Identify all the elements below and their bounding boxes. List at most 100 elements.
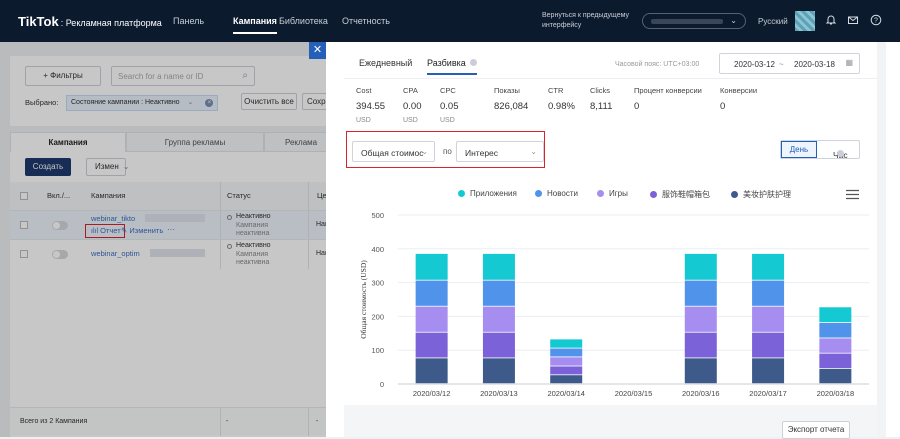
info-icon [837,150,844,157]
legend-swatch [650,191,657,198]
column-header-goal[interactable]: Цель [308,182,335,210]
back-to-previous-interface-link[interactable]: Вернуться к предыдущему интерфейсу [542,12,630,29]
x-tick-label: 2020/03/13 [480,389,518,398]
close-drawer-button[interactable]: ✕ [309,42,326,59]
export-report-button[interactable]: Экспорт отчета [782,421,850,439]
column-divider [220,211,221,240]
goal-text: Нагру [316,250,335,257]
date-separator: ~ [779,60,784,69]
bar-segment [550,375,583,384]
scrollbar[interactable] [877,42,886,437]
modal-overlay[interactable] [0,42,326,437]
search-icon: ⌕ [242,70,248,81]
metric-value: 0.05 [440,101,459,112]
bar-segment [819,368,852,384]
clear-all-button[interactable]: Очистить все [241,93,297,110]
bar-segment [550,357,583,366]
edit-link[interactable]: ✎ Изменить [121,226,163,235]
dimension-select[interactable]: Интерес ⌄ [456,141,544,162]
more-options-icon[interactable]: ··· [167,225,175,234]
report-link[interactable]: ılıl Отчет [91,226,121,235]
nav-dashboard[interactable]: Панель [173,16,205,26]
granularity-toggle[interactable]: День Час [780,140,860,160]
menu-icon[interactable] [846,189,859,200]
mail-icon[interactable] [847,14,859,26]
table-header [10,182,330,210]
status-dot [227,215,232,220]
metric-label: CPA [403,86,418,95]
y-axis-label: Общая стоимость (USD) [359,260,368,339]
help-icon[interactable]: ? [870,14,882,26]
metric-label: CTR [548,86,564,95]
close-icon: ✕ [312,44,323,56]
tab-campaign[interactable]: Кампания [10,132,126,152]
column-header-toggle[interactable]: Вкл./... [47,191,71,200]
create-button[interactable]: Создать [25,158,71,176]
save-button[interactable]: Сохра [302,93,330,110]
campaign-name-link[interactable]: webinar_optim [91,249,140,258]
table-row[interactable]: webinar_tikto ılıl Отчет ✎ Изменить ··· … [10,210,335,240]
campaign-toggle[interactable] [52,250,68,259]
metric-label: CPC [440,86,456,95]
metric-select[interactable]: Общая стоимос ⌄ [352,141,435,162]
campaign-toggle[interactable] [52,221,68,230]
bar-segment [482,332,515,358]
campaign-name-link[interactable]: webinar_tikto [91,214,136,223]
search-input[interactable]: Search for a name or ID ⌕ [111,66,255,86]
language-selector[interactable]: Русский [758,17,788,26]
x-tick-label: 2020/03/16 [682,389,720,398]
selected-filter-chip[interactable]: Состояние кампании : Неактивно ⌄ × [66,95,219,111]
metric-unit: USD [440,117,455,124]
bar-segment [550,366,583,375]
redacted-text [150,249,205,257]
bell-icon[interactable] [825,14,837,26]
close-icon[interactable]: × [205,99,214,107]
select-all-checkbox[interactable] [20,192,28,200]
table-row[interactable]: webinar_optim Неактивно Кампания неактив… [10,239,335,269]
row-checkbox[interactable] [20,221,28,229]
nav-library[interactable]: Библиотека [279,16,328,26]
footer-status-dash: - [226,418,229,425]
nav-reporting[interactable]: Отчетность [342,16,390,26]
dimension-select-value: Интерес [465,148,499,158]
bar-segment [819,307,852,323]
legend-label: 美妆护肤护理 [743,190,791,199]
column-header-status[interactable]: Статус [220,182,310,210]
column-header-campaign[interactable]: Кампания [91,191,126,200]
metric-unit: USD [356,117,371,124]
legend-item[interactable]: 服饰鞋帽箱包 [650,189,710,200]
edit-link-label: Изменить [129,226,164,235]
bar-segment [550,348,583,357]
filters-button[interactable]: + Фильтры [25,66,101,86]
by-label: по [443,147,452,156]
x-tick-label: 2020/03/17 [749,389,787,398]
timezone-label: Часовой пояс: UTC+03:00 [615,61,700,68]
row-checkbox[interactable] [20,250,28,258]
legend-item[interactable]: Приложения [458,189,517,198]
avatar[interactable] [795,11,815,31]
metric-value: 0.00 [403,101,422,112]
tab-ad[interactable]: Реклама [264,132,330,152]
metric-value: 394.55 [356,101,386,112]
tab-daily[interactable]: Ежедневный [359,58,413,68]
date-range-picker[interactable]: 2020-03-12 ~ 2020-03-18 ▦ [719,53,860,74]
status-text: Неактивно [236,242,271,249]
chevron-down-icon: ⌄ [530,147,537,156]
legend-swatch [731,191,738,198]
bar-segment [819,353,852,368]
legend-label: Новости [547,189,578,198]
legend-item[interactable]: 美妆护肤护理 [731,189,791,200]
tab-ad-group[interactable]: Группа рекламы [126,132,264,152]
brand-logo[interactable]: TikTok: Рекламная платформа [18,14,162,29]
metric-label: Clicks [590,86,610,95]
legend-item[interactable]: Новости [535,189,578,198]
legend-item[interactable]: Игры [597,189,628,198]
nav-campaign[interactable]: Кампания [233,16,277,34]
status-text: Неактивно [236,213,271,220]
granularity-day[interactable]: День [781,141,817,158]
legend-swatch [597,190,604,197]
edit-dropdown[interactable]: Измен ⌄ [86,158,130,176]
tab-breakdown[interactable]: Разбивка [427,58,478,75]
column-divider [308,408,309,436]
account-selector[interactable]: ⌄ [642,13,746,29]
